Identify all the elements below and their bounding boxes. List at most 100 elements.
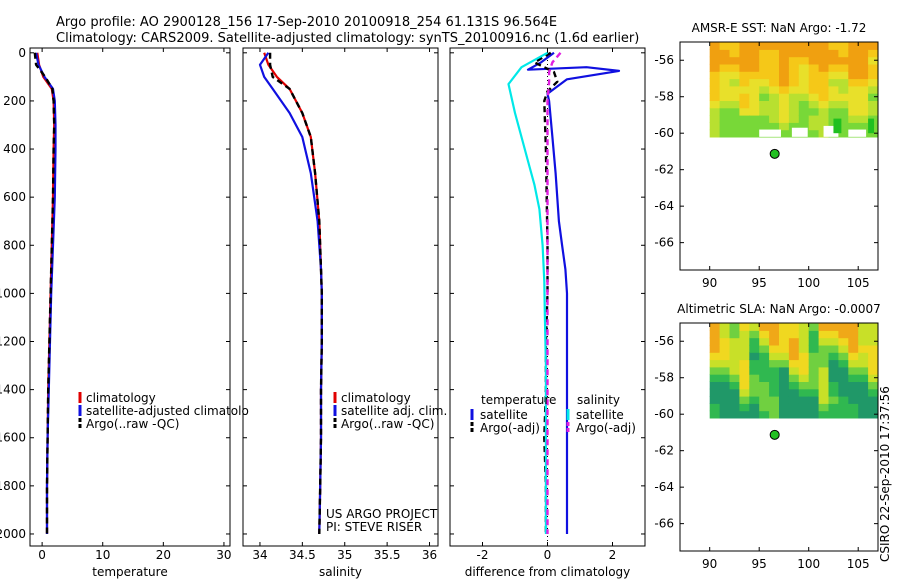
heatmap-cell xyxy=(779,100,790,109)
heatmap-cell xyxy=(749,42,760,50)
heatmap-cell xyxy=(868,337,878,346)
heatmap-cell xyxy=(729,374,740,382)
heatmap-cell xyxy=(808,366,820,375)
heatmap-cell xyxy=(858,374,869,382)
heatmap-cell xyxy=(749,129,760,138)
series-line-climatology xyxy=(263,52,323,535)
y-tick-label: 1600 xyxy=(0,431,26,445)
heatmap-cell xyxy=(788,100,800,109)
heatmap-cell xyxy=(729,388,740,397)
y-tick-label: -62 xyxy=(654,444,674,458)
heatmap-cell xyxy=(729,410,740,419)
heatmap-cell xyxy=(729,366,740,375)
legend-label: climatology xyxy=(86,391,156,405)
x-axis-label: temperature xyxy=(92,565,167,579)
heatmap-cell xyxy=(798,410,810,419)
heatmap-cell xyxy=(798,42,810,50)
heatmap-cell xyxy=(719,122,731,131)
heatmap-cell xyxy=(769,396,780,404)
heatmap-cell xyxy=(719,323,731,331)
heatmap-cell xyxy=(719,93,731,101)
heatmap-cell xyxy=(828,381,839,390)
heatmap-cell xyxy=(749,381,760,390)
heatmap-cell xyxy=(759,381,770,390)
heatmap-cell xyxy=(739,107,750,116)
x-tick-label: 2 xyxy=(609,548,617,562)
sst-map-panel: AMSR-E SST: NaN Argo: -1.72 90 95 100 105 -56… xyxy=(654,21,879,290)
heatmap-cell xyxy=(808,93,820,101)
project-annotation: US ARGO PROJECT xyxy=(326,507,438,521)
heatmap-cell xyxy=(719,396,731,404)
heatmap-cell xyxy=(828,410,839,419)
heatmap-cell xyxy=(729,115,740,123)
heatmap-cell xyxy=(709,366,721,375)
legend-label: satellite xyxy=(480,408,528,422)
heatmap-cell xyxy=(719,100,731,109)
heatmap-cell xyxy=(868,42,878,50)
y-tick-label: -64 xyxy=(654,480,674,494)
heatmap-cell xyxy=(848,381,859,390)
heatmap-cell xyxy=(719,366,731,375)
x-tick-label: 34.5 xyxy=(289,548,316,562)
heatmap-cell xyxy=(848,78,859,87)
heatmap-cell xyxy=(828,56,839,65)
x-tick-label: 0 xyxy=(544,548,552,562)
heatmap-cell xyxy=(828,42,839,50)
heatmap-cell xyxy=(739,330,750,339)
legend-label: satellite adj. clim. xyxy=(341,404,447,418)
heatmap-cell xyxy=(788,115,800,123)
series-group xyxy=(33,52,57,534)
heatmap-cell xyxy=(788,85,800,94)
y-tick-label: 200 xyxy=(3,94,26,108)
heatmap-cell xyxy=(709,352,721,361)
heatmap-cell xyxy=(759,410,770,419)
heatmap-cell xyxy=(709,396,721,404)
heatmap-cell xyxy=(759,359,770,368)
heatmap-cell xyxy=(818,100,830,109)
heatmap-cell xyxy=(818,403,830,412)
heatmap-cell xyxy=(838,85,849,94)
x-tick-label: 95 xyxy=(752,276,767,290)
heatmap-cell xyxy=(709,323,721,324)
heatmap-cell xyxy=(739,63,750,72)
heatmap-cell xyxy=(739,352,750,361)
heatmap-cell xyxy=(719,323,731,324)
x-tick-label: 105 xyxy=(847,276,870,290)
heatmap-cell xyxy=(858,410,869,419)
heatmap-cell xyxy=(779,388,790,397)
heatmap-cell xyxy=(818,337,830,346)
heatmap-cell xyxy=(798,71,810,80)
heatmap-cell xyxy=(729,129,740,138)
heatmap-cell xyxy=(769,323,780,331)
heatmap-cell xyxy=(709,93,721,101)
heatmap-cell xyxy=(788,107,800,116)
heatmap-cell xyxy=(729,323,740,324)
heatmap-cell xyxy=(868,352,878,361)
heatmap-cell xyxy=(798,85,810,94)
heatmap-cell xyxy=(848,115,859,123)
series-line-argo-raw-qc- xyxy=(268,52,323,535)
heatmap-cell xyxy=(818,344,830,353)
heatmap-cell xyxy=(838,100,849,109)
heatmap-cell xyxy=(798,403,810,412)
heatmap-cell xyxy=(769,323,780,324)
heatmap-cell xyxy=(848,107,859,116)
heatmap-cell xyxy=(858,352,869,361)
heatmap-cell xyxy=(788,122,800,131)
heatmap-cell xyxy=(868,359,878,368)
heatmap-cell xyxy=(709,122,721,131)
y-tick-label: -66 xyxy=(654,517,674,531)
heatmap-cell xyxy=(838,49,849,58)
heatmap-cell xyxy=(838,359,849,368)
heatmap-cell xyxy=(739,71,750,80)
heatmap-cell xyxy=(739,42,750,50)
legend-group-title: temperature xyxy=(481,393,556,407)
heatmap-cell xyxy=(709,107,721,116)
heatmap-cell xyxy=(779,330,790,339)
heatmap-cell xyxy=(858,122,869,131)
heatmap-cell xyxy=(838,115,849,123)
heatmap-cell xyxy=(769,388,780,397)
heatmap-cell xyxy=(739,381,750,390)
heatmap-cell xyxy=(828,403,839,412)
legend-label: climatology xyxy=(341,391,411,405)
